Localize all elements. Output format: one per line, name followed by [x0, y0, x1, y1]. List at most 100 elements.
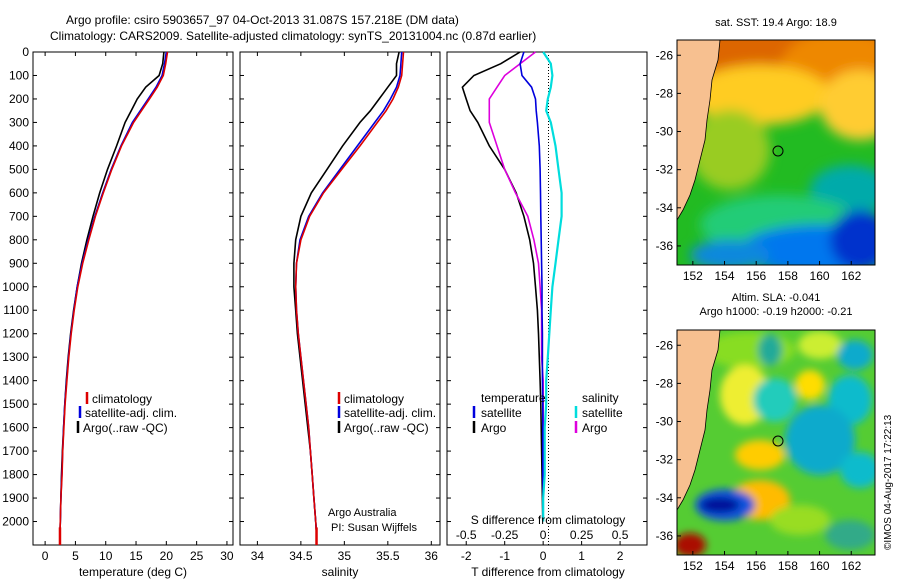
s-tick-label: -0.5	[456, 528, 477, 542]
difference-panel: -2 -1 0 1 2 -0.5 -0.25 0 0.25 0.5 temperature sal…	[446, 51, 648, 579]
map-x-tick-label: 156	[746, 559, 766, 573]
temperature-xlabel: temperature (deg C)	[79, 565, 187, 579]
y-tick-label: 1600	[2, 421, 29, 435]
s-difference-label: S difference from climatology	[471, 513, 626, 527]
y-tick-label: 1700	[2, 444, 29, 458]
salinity-panel: 34 34.5 35 35.5 36 climatology satellite-adj…	[239, 51, 441, 579]
series-line	[542, 51, 563, 522]
s-tick-label: 0.25	[570, 528, 594, 542]
legend-label-t-argo: Argo	[481, 421, 507, 435]
x-tick-label: 36	[425, 549, 439, 563]
x-tick-label: 10	[99, 549, 113, 563]
y-tick-label: 1800	[2, 468, 29, 482]
sla-map-title-2: Argo h1000: -0.19 h2000: -0.21	[700, 306, 853, 318]
imos-stamp: ©IMOS 04-Aug-2017 17:22:13	[883, 414, 894, 550]
y-tick-label: 1400	[2, 374, 29, 388]
map-y-tick-label: -26	[656, 48, 674, 62]
map-x-tick-label: 152	[683, 269, 703, 283]
map-x-tick-label: 158	[778, 559, 798, 573]
map-y-tick-label: -36	[656, 529, 674, 543]
y-tick-label: 1100	[3, 303, 29, 317]
sst-map-title: sat. SST: 19.4 Argo: 18.9	[715, 17, 837, 29]
x-tick-label: -2	[461, 549, 472, 563]
x-tick-label: 35.5	[376, 549, 400, 563]
credit-pi: PI: Susan Wijffels	[331, 522, 417, 534]
map-y-tick-label: -28	[656, 86, 674, 100]
y-tick-label: 500	[9, 162, 29, 176]
series-line	[59, 51, 169, 534]
y-tick-label: 800	[9, 233, 29, 247]
t-difference-label: T difference from climatology	[471, 565, 625, 579]
map-x-tick-label: 152	[683, 559, 703, 573]
map-y-tick-label: -32	[656, 453, 674, 467]
sst-map-panel: sat. SST: 19.4 Argo: 18.9 152 154 156 158 16…	[656, 17, 876, 283]
s-tick-label: -0.25	[491, 528, 519, 542]
map-y-tick-label: -36	[656, 239, 674, 253]
x-tick-label: 34.5	[289, 549, 313, 563]
temperature-panel: 0 5 10 15 20 25 300100200300400500600700800900…	[2, 45, 234, 579]
legend-label-s-argo: Argo	[582, 421, 608, 435]
legend-label-satellite: satellite-adj. clim.	[85, 406, 177, 420]
map-x-tick-label: 160	[810, 559, 830, 573]
title-line-2: Climatology: CARS2009. Satellite-adjuste…	[50, 29, 537, 43]
map-x-tick-label: 162	[841, 559, 861, 573]
title-line-1: Argo profile: csiro 5903657_97 04-Oct-20…	[66, 13, 459, 27]
legend-label-s-satellite: satellite	[582, 406, 623, 420]
temperature-legend: climatology satellite-adj. clim. Argo(..…	[76, 392, 177, 435]
x-tick-label: 30	[220, 549, 234, 563]
sst-map-axes	[676, 39, 876, 266]
y-tick-label: 700	[9, 209, 29, 223]
y-tick-label: 600	[9, 186, 29, 200]
map-y-tick-label: -30	[656, 125, 674, 139]
sla-map-axes	[676, 329, 876, 556]
x-tick-label: -1	[499, 549, 510, 563]
sla-map-panel: Altim. SLA: -0.041 Argo h1000: -0.19 h20…	[656, 292, 876, 573]
x-tick-label: 0	[540, 549, 547, 563]
s-tick-label: 0.5	[612, 528, 629, 542]
x-tick-label: 34	[251, 549, 265, 563]
y-tick-label: 1000	[2, 280, 29, 294]
series-line	[519, 51, 545, 522]
series-line	[294, 51, 405, 534]
x-tick-label: 20	[160, 549, 174, 563]
temperature-axes	[32, 51, 234, 546]
legend-label-argo: Argo(..raw -QC)	[83, 421, 168, 435]
x-tick-label: 35	[338, 549, 352, 563]
y-tick-label: 900	[9, 256, 29, 270]
legend-title-salinity: salinity	[582, 391, 619, 405]
x-tick-label: 5	[72, 549, 79, 563]
y-tick-label: 200	[9, 92, 29, 106]
y-tick-label: 1200	[2, 327, 29, 341]
map-y-tick-label: -28	[656, 376, 674, 390]
map-x-tick-label: 162	[841, 269, 861, 283]
y-tick-label: 1300	[2, 350, 29, 364]
y-tick-label: 100	[9, 68, 29, 82]
y-tick-label: 2000	[2, 515, 29, 529]
series-line	[461, 51, 544, 522]
x-tick-label: 25	[190, 549, 204, 563]
sla-map-title-1: Altim. SLA: -0.041	[732, 292, 821, 304]
credit-org: Argo Australia	[328, 507, 397, 519]
s-tick-label: 0	[540, 528, 547, 542]
map-y-tick-label: -34	[656, 201, 674, 215]
legend-label-argo: Argo(..raw -QC)	[344, 421, 429, 435]
map-x-tick-label: 158	[778, 269, 798, 283]
y-tick-label: 0	[22, 45, 29, 59]
map-y-tick-label: -30	[656, 415, 674, 429]
legend-label-climatology: climatology	[344, 392, 404, 406]
salinity-xlabel: salinity	[322, 565, 359, 579]
map-y-tick-label: -26	[656, 338, 674, 352]
legend-title-temperature: temperature	[481, 391, 546, 405]
salinity-legend: climatology satellite-adj. clim. Argo(..…	[337, 392, 436, 435]
map-x-tick-label: 154	[715, 559, 735, 573]
y-tick-label: 300	[9, 115, 29, 129]
difference-legend: temperature salinity satellite Argo sate…	[472, 391, 623, 435]
x-tick-label: 15	[129, 549, 143, 563]
legend-label-satellite: satellite-adj. clim.	[344, 406, 436, 420]
map-y-tick-label: -34	[656, 491, 674, 505]
x-tick-label: 2	[617, 549, 624, 563]
map-y-tick-label: -32	[656, 163, 674, 177]
y-tick-label: 400	[9, 139, 29, 153]
y-tick-label: 1900	[2, 491, 29, 505]
map-x-tick-label: 156	[746, 269, 766, 283]
